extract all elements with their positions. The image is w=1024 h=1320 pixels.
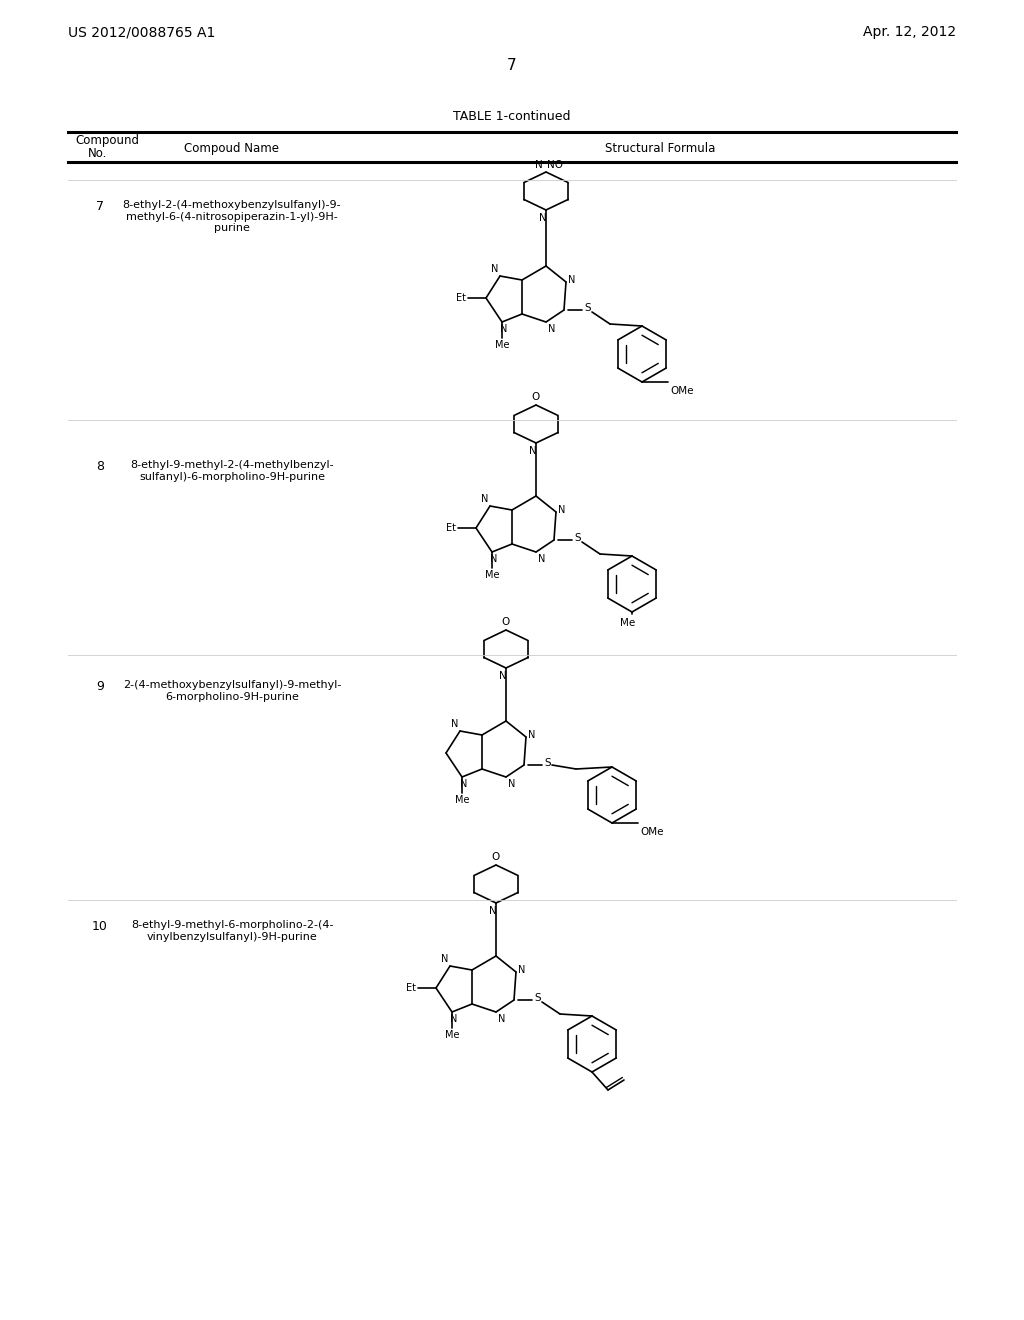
Text: 9: 9 <box>96 680 104 693</box>
Text: N: N <box>538 554 546 564</box>
Text: 8: 8 <box>96 459 104 473</box>
Text: 8-ethyl-2-(4-methoxybenzylsulfanyl)-9-
methyl-6-(4-nitrosopiperazin-1-yl)-9H-
pu: 8-ethyl-2-(4-methoxybenzylsulfanyl)-9- m… <box>123 201 341 234</box>
Text: Me: Me <box>484 570 500 579</box>
Text: N: N <box>558 506 565 515</box>
Text: Compound: Compound <box>75 135 139 147</box>
Text: 8-ethyl-9-methyl-6-morpholino-2-(4-
vinylbenzylsulfanyl)-9H-purine: 8-ethyl-9-methyl-6-morpholino-2-(4- viny… <box>131 920 333 941</box>
Text: NO: NO <box>547 160 563 170</box>
Text: N: N <box>548 323 555 334</box>
Text: S: S <box>534 993 541 1003</box>
Text: Et: Et <box>456 293 466 304</box>
Text: TABLE 1-continued: TABLE 1-continued <box>454 110 570 123</box>
Text: Compoud Name: Compoud Name <box>184 143 280 154</box>
Text: 7: 7 <box>507 58 517 73</box>
Text: No.: No. <box>88 147 108 160</box>
Text: Structural Formula: Structural Formula <box>605 143 715 154</box>
Text: Et: Et <box>406 983 416 993</box>
Text: N: N <box>451 1014 458 1024</box>
Text: S: S <box>544 758 551 768</box>
Text: Me: Me <box>621 618 636 628</box>
Text: N: N <box>480 494 488 504</box>
Text: N: N <box>461 779 468 789</box>
Text: O: O <box>531 392 540 403</box>
Text: US 2012/0088765 A1: US 2012/0088765 A1 <box>68 25 215 40</box>
Text: N: N <box>501 323 508 334</box>
Text: Me: Me <box>495 341 509 350</box>
Text: 10: 10 <box>92 920 108 933</box>
Text: N: N <box>568 275 575 285</box>
Text: N: N <box>518 965 525 975</box>
Text: N: N <box>489 906 497 916</box>
Text: Et: Et <box>446 523 456 533</box>
Text: N: N <box>539 213 547 223</box>
Text: Apr. 12, 2012: Apr. 12, 2012 <box>863 25 956 40</box>
Text: O: O <box>502 616 510 627</box>
Text: S: S <box>574 533 581 543</box>
Text: N: N <box>490 554 498 564</box>
Text: S: S <box>584 304 591 313</box>
Text: O: O <box>492 851 500 862</box>
Text: N: N <box>451 719 458 729</box>
Text: OMe: OMe <box>670 385 693 396</box>
Text: N: N <box>528 730 536 741</box>
Text: OMe: OMe <box>640 828 664 837</box>
Text: Me: Me <box>444 1030 459 1040</box>
Text: N: N <box>508 779 515 789</box>
Text: 2-(4-methoxybenzylsulfanyl)-9-methyl-
6-morpholino-9H-purine: 2-(4-methoxybenzylsulfanyl)-9-methyl- 6-… <box>123 680 341 702</box>
Text: N: N <box>498 1014 506 1024</box>
Text: N: N <box>440 954 449 964</box>
Text: Me: Me <box>455 795 469 805</box>
Text: N: N <box>529 446 537 455</box>
Text: N: N <box>490 264 498 275</box>
Text: 7: 7 <box>96 201 104 213</box>
Text: N: N <box>499 671 507 681</box>
Text: 8-ethyl-9-methyl-2-(4-methylbenzyl-
sulfanyl)-6-morpholino-9H-purine: 8-ethyl-9-methyl-2-(4-methylbenzyl- sulf… <box>130 459 334 482</box>
Text: N: N <box>536 160 543 170</box>
